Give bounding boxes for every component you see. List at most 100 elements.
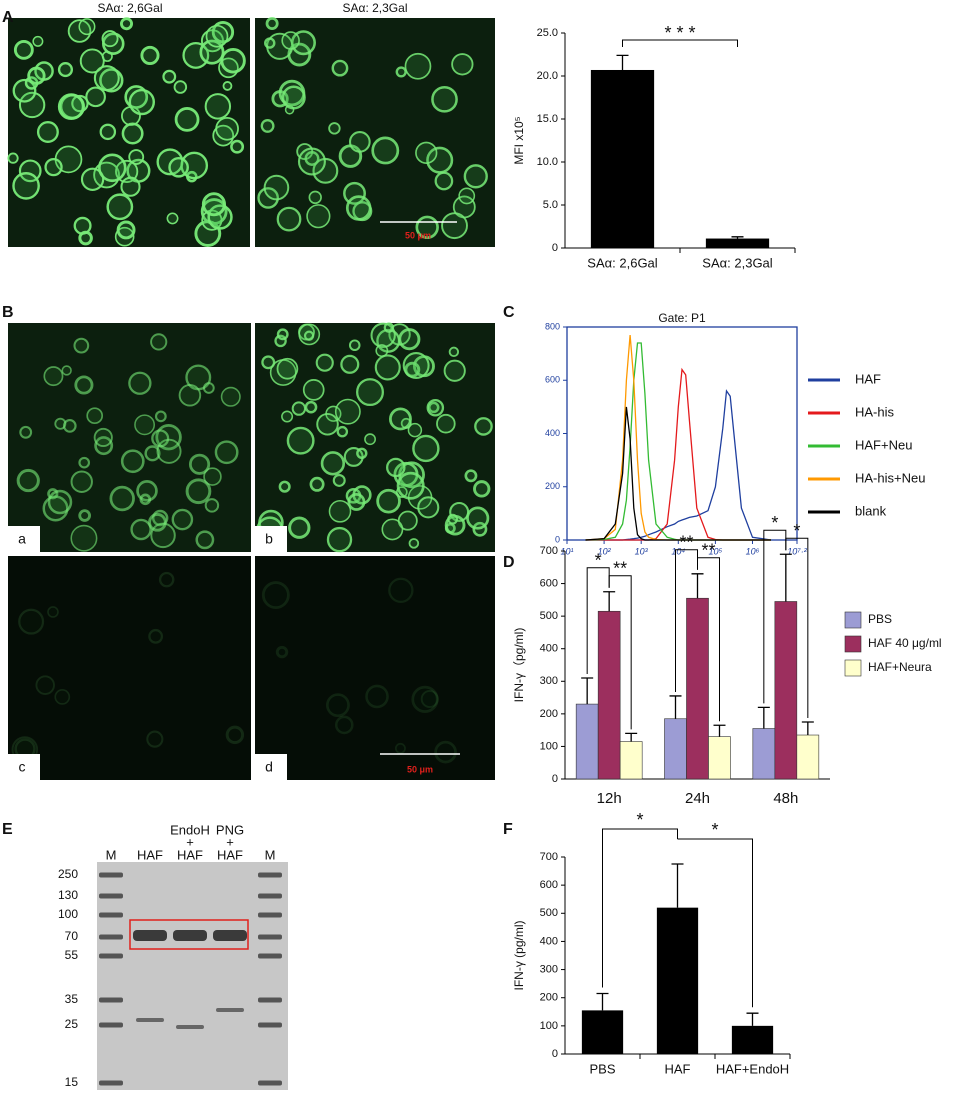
cell (364, 433, 376, 446)
cell (47, 606, 59, 618)
cell (150, 333, 168, 351)
cell (332, 473, 346, 487)
cell (265, 16, 279, 30)
y-tick-label: 200 (540, 992, 558, 1004)
bar (796, 734, 820, 780)
cell (427, 401, 440, 414)
cell (101, 30, 119, 48)
cell (261, 355, 276, 370)
x-tick-label: HAF (665, 1061, 691, 1076)
bar (575, 703, 599, 780)
ladder-band (258, 934, 282, 940)
cell (140, 45, 160, 65)
ladder-band (99, 893, 123, 899)
cell (426, 398, 445, 417)
cell (264, 37, 276, 49)
error-bar (713, 724, 726, 737)
cell (80, 167, 105, 191)
cell (99, 123, 117, 141)
micrograph-label: c (19, 759, 26, 775)
protein-band (133, 930, 167, 941)
cell (204, 498, 220, 513)
cell (97, 153, 127, 183)
highlight-box (129, 919, 249, 950)
cell (463, 164, 488, 189)
y-axis-label: IFN-γ（pg/ml) (512, 628, 526, 703)
cell (43, 366, 64, 387)
bar (774, 601, 798, 780)
significance-label: ** (679, 533, 693, 553)
marker-label: 25 (65, 1017, 79, 1031)
cell (121, 122, 144, 145)
cell (18, 91, 46, 119)
cell (57, 93, 85, 121)
significance-bracket (602, 828, 678, 988)
cell (220, 48, 246, 74)
significance-bracket (677, 838, 753, 1008)
ladder-band (258, 997, 282, 1003)
cell (396, 471, 425, 500)
cell (79, 48, 105, 74)
ladder-band (99, 1022, 123, 1028)
marker-label: 100 (58, 907, 78, 921)
x-tick-label: SAα: 2,3Gal (702, 255, 772, 270)
cell (146, 730, 164, 748)
cell (201, 192, 226, 217)
legend-label: HAF+Neu (855, 437, 912, 452)
y-tick-label: 800 (545, 321, 560, 331)
legend-swatch (844, 635, 862, 653)
significance-bracket (697, 557, 720, 722)
cell (130, 518, 152, 541)
cell (347, 493, 366, 511)
label-box (8, 526, 40, 552)
cell (448, 346, 460, 358)
error-bar (581, 677, 594, 705)
treatment-label: PNG (216, 822, 244, 837)
y-tick-label: 600 (545, 375, 560, 385)
cell (297, 147, 326, 176)
treatment-label: + (226, 834, 234, 849)
x-tick-label: 10⁵ (708, 546, 722, 556)
significance-bracket (785, 537, 809, 718)
micrograph (255, 556, 495, 780)
cell (148, 628, 164, 644)
cell (47, 489, 73, 515)
cell (404, 361, 421, 378)
bar (656, 907, 699, 1054)
cell (340, 354, 360, 374)
cell (441, 212, 468, 240)
cell (304, 151, 320, 166)
ladder-band (99, 953, 123, 959)
lane-label: HAF (177, 847, 203, 862)
cell (415, 141, 438, 164)
significance-label: * (636, 810, 643, 830)
cell (178, 384, 202, 407)
cell (93, 427, 113, 448)
significance-bracket (622, 39, 738, 47)
cell (230, 139, 245, 154)
cell (328, 122, 341, 135)
cell (85, 86, 106, 108)
x-tick-label: 10⁶ (746, 546, 760, 556)
error-bar (669, 695, 682, 719)
x-tick-label: 10⁴ (671, 546, 685, 556)
cell (7, 152, 19, 164)
cell (334, 398, 361, 425)
legend-label: PBS (868, 612, 892, 626)
cell (154, 410, 167, 423)
significance-label: * * * (664, 23, 695, 43)
cell (74, 375, 94, 395)
cell (278, 480, 291, 493)
cell (174, 107, 200, 132)
cell (93, 65, 120, 92)
cell (185, 478, 212, 505)
panel-label: B (2, 304, 14, 321)
ladder-band (258, 893, 282, 899)
cell (36, 120, 59, 143)
cell (212, 124, 235, 147)
x-tick-label: SAα: 2,6Gal (587, 255, 657, 270)
panel-label: E (2, 821, 13, 838)
cell (54, 689, 71, 705)
